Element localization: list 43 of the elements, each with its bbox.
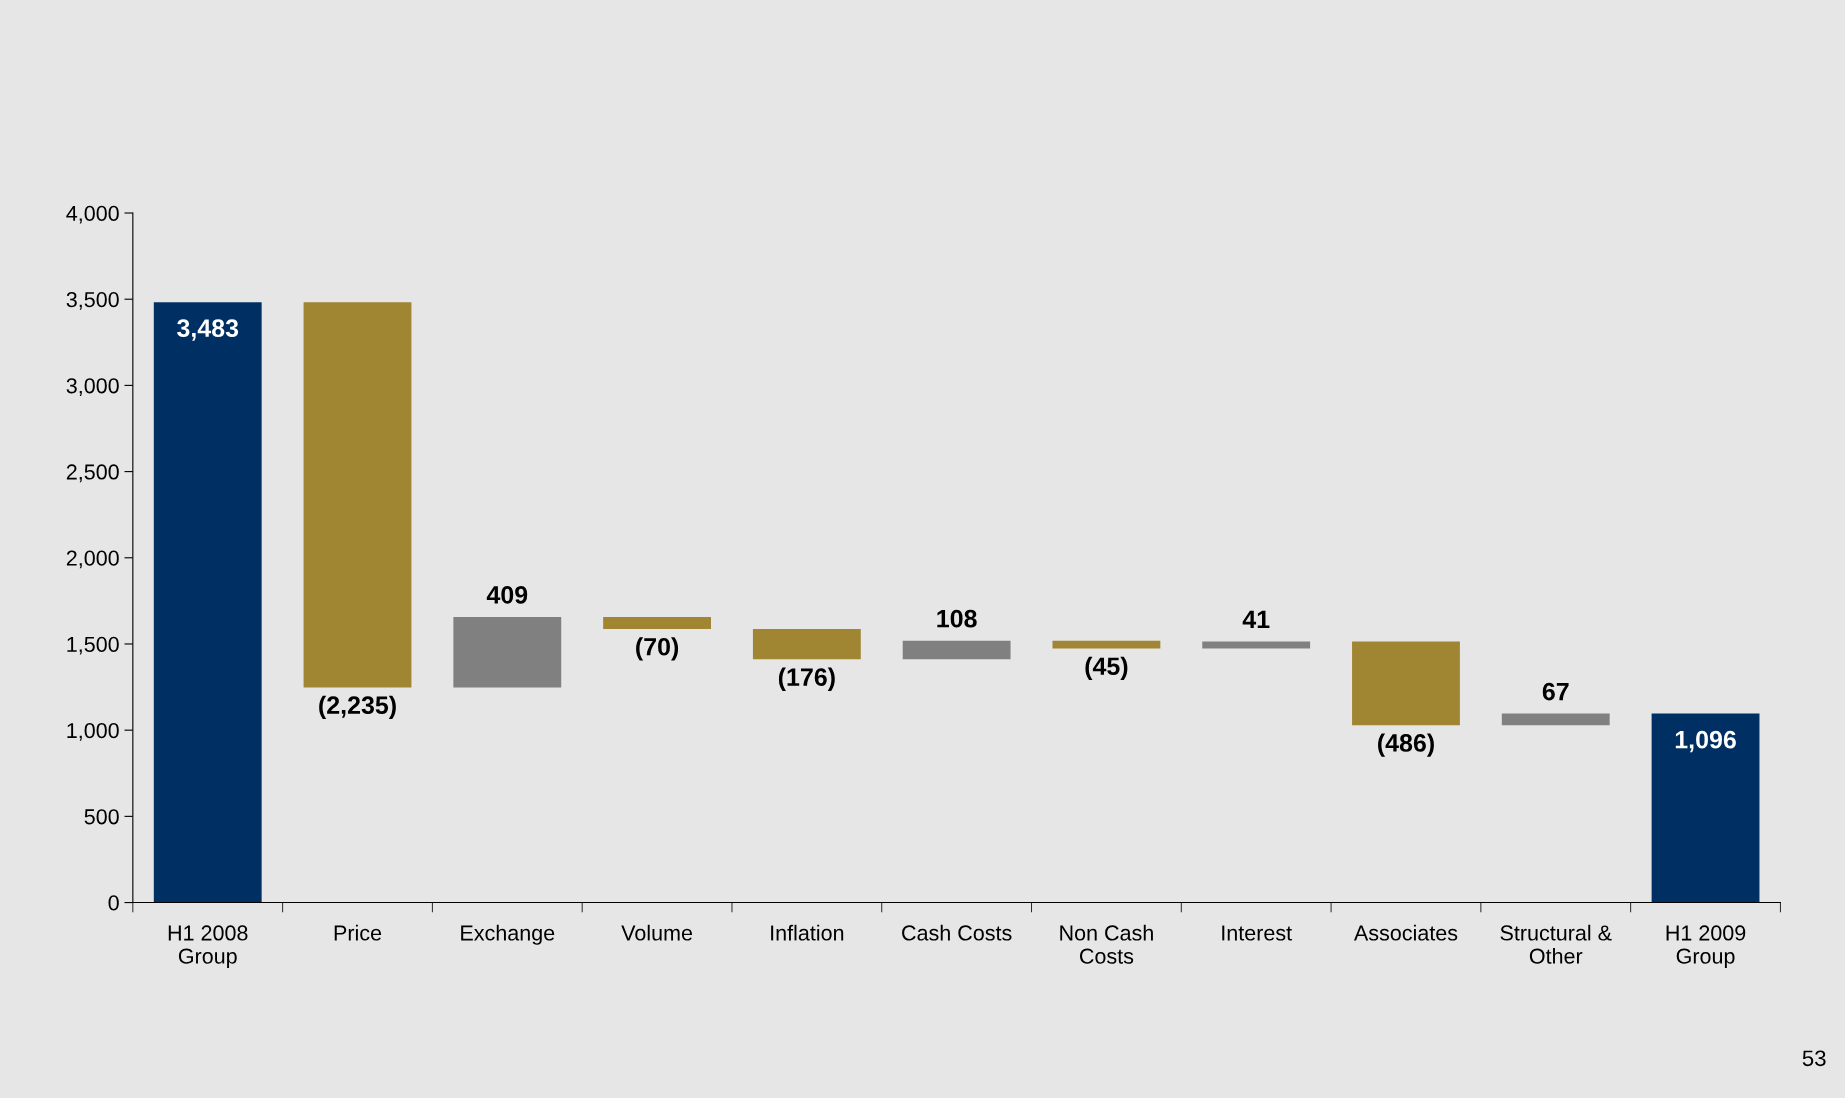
- data-label: 108: [937, 609, 977, 628]
- bar: [1052, 640, 1161, 649]
- data-label: 3,483: [177, 319, 239, 341]
- text: 53: [1802, 1050, 1826, 1067]
- bar: [153, 302, 262, 903]
- data-label: 41: [1242, 610, 1270, 628]
- y-tick-label: 1,500: [67, 636, 119, 655]
- bar: [902, 640, 1011, 660]
- y-tick-label: 3,500: [66, 291, 119, 310]
- x-tick-label: Price: [334, 924, 382, 941]
- data-label: (486): [1378, 733, 1434, 757]
- y-tick-label: 2,500: [66, 464, 119, 483]
- y-tick-label: 4,000: [66, 205, 119, 224]
- bar: [1651, 713, 1760, 903]
- y-tick-label: 1,000: [67, 722, 119, 741]
- data-label: 67: [1542, 682, 1569, 701]
- x-tick-label: Non Cash Costs: [1060, 924, 1153, 964]
- x-tick-label: Inflation: [771, 924, 844, 941]
- x-tick-label: Cash Costs: [902, 924, 1012, 941]
- y-tick-label: 500: [84, 809, 119, 825]
- data-label: (2,235): [319, 695, 396, 719]
- x-tick-label: Structural & Other: [1500, 924, 1612, 964]
- bar: [1501, 713, 1610, 726]
- bar: [752, 628, 861, 660]
- x-tick-label: Exchange: [461, 924, 555, 945]
- x-tick-label: Interest: [1222, 925, 1292, 941]
- y-tick-label: 2,000: [66, 550, 119, 569]
- bar: [1352, 641, 1460, 726]
- data-label: (176): [778, 667, 835, 691]
- data-label: 409: [486, 585, 528, 604]
- bar: [453, 616, 562, 688]
- x-tick-label: H1 2008 Group: [168, 925, 248, 969]
- x-tick-label: Associates: [1353, 924, 1458, 941]
- x-tick-label: H1 2009 Group: [1666, 925, 1746, 969]
- bar: [303, 302, 412, 688]
- data-label: (45): [1085, 656, 1128, 681]
- bar: [603, 616, 711, 629]
- bar: [1202, 641, 1311, 649]
- y-tick-label: 3,000: [66, 378, 119, 396]
- y-tick-label: 0: [108, 895, 119, 911]
- x-tick-label: Volume: [621, 924, 693, 941]
- data-label: 1,096: [1675, 730, 1736, 753]
- data-label: (70): [636, 637, 679, 661]
